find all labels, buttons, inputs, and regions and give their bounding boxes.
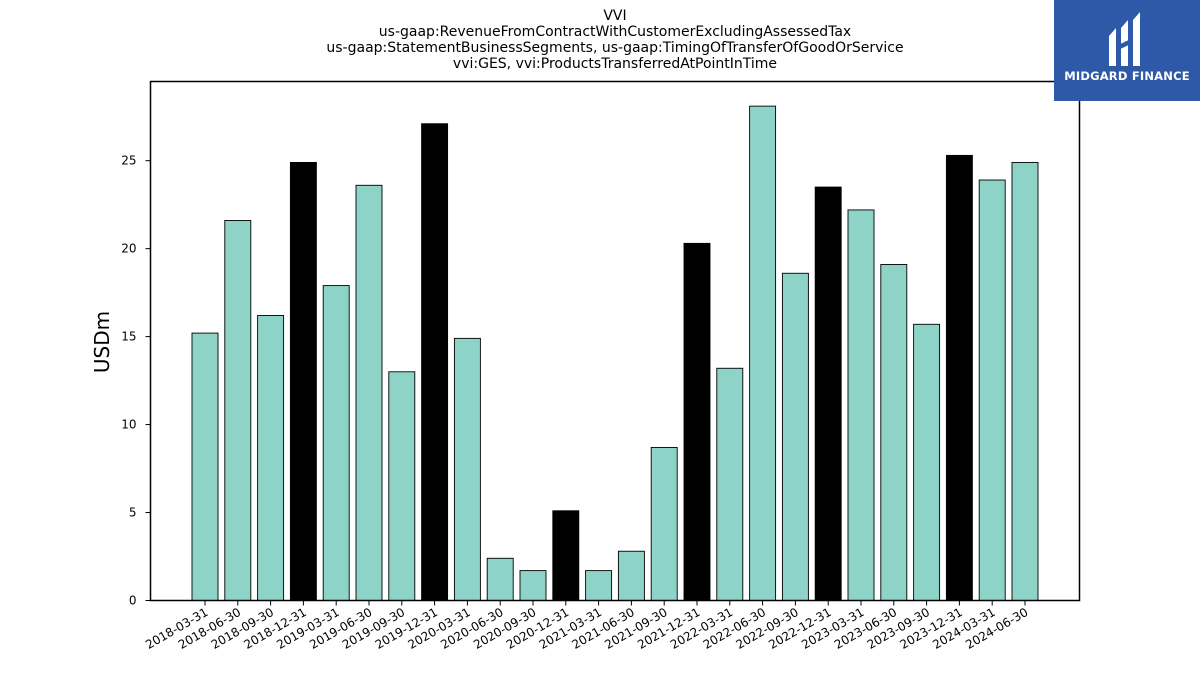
bar-2022-06-30 bbox=[749, 105, 777, 601]
y-axis-ticks: 0 5 10 15 20 25 bbox=[121, 154, 151, 608]
bar-2021-03-31 bbox=[585, 570, 613, 601]
chart-title-line-4: vvi:GES, vvi:ProductsTransferredAtPointI… bbox=[453, 56, 777, 72]
bar-2020-03-31 bbox=[453, 337, 481, 601]
y-tick-label: 0 bbox=[129, 594, 137, 608]
bar-2019-03-31 bbox=[322, 285, 350, 601]
chart-title-line-1: VVI bbox=[603, 8, 626, 24]
bar-2023-06-30 bbox=[880, 264, 908, 601]
x-axis-ticks: 2018-03-312018-06-302018-09-302018-12-31… bbox=[143, 600, 1031, 652]
bar-2021-06-30 bbox=[617, 550, 645, 601]
midgard-finance-logo: MIDGARD FINANCE bbox=[1054, 0, 1200, 101]
midgard-m-logo-icon bbox=[1109, 12, 1140, 66]
bar-2023-09-30 bbox=[913, 323, 941, 601]
bar-2022-09-30 bbox=[781, 272, 809, 601]
bar-2018-06-30 bbox=[224, 220, 252, 601]
chart-title-line-3: us-gaap:StatementBusinessSegments, us-ga… bbox=[326, 40, 903, 56]
logo-text: MIDGARD FINANCE bbox=[1064, 69, 1190, 83]
bar-2022-03-31 bbox=[716, 367, 744, 601]
bar-2024-06-30 bbox=[1011, 161, 1039, 601]
bars-group bbox=[191, 105, 1039, 601]
bar-2020-12-31 bbox=[552, 510, 580, 601]
y-axis-label: USDm bbox=[90, 311, 114, 373]
bar-2020-09-30 bbox=[519, 570, 547, 601]
bar-2018-12-31 bbox=[289, 161, 317, 601]
y-tick-label: 10 bbox=[121, 418, 136, 432]
bar-2021-09-30 bbox=[650, 446, 678, 601]
bar-2022-12-31 bbox=[814, 186, 842, 601]
bar-2023-03-31 bbox=[847, 209, 875, 601]
bar-2019-09-30 bbox=[388, 371, 416, 601]
y-tick-label: 25 bbox=[121, 154, 136, 168]
bar-2021-12-31 bbox=[683, 242, 711, 601]
bar-2020-06-30 bbox=[486, 557, 514, 601]
chart-title: VVI us-gaap:RevenueFromContractWithCusto… bbox=[326, 8, 903, 72]
bar-2023-12-31 bbox=[945, 154, 973, 601]
bar-2019-06-30 bbox=[355, 184, 383, 601]
y-tick-label: 20 bbox=[121, 242, 136, 256]
bar-2024-03-31 bbox=[978, 179, 1006, 601]
bar-2018-09-30 bbox=[257, 315, 285, 601]
chart-title-line-2: us-gaap:RevenueFromContractWithCustomerE… bbox=[379, 24, 851, 40]
bar-2018-03-31 bbox=[191, 332, 219, 601]
y-tick-label: 15 bbox=[121, 330, 136, 344]
plot-frame bbox=[149, 80, 1081, 602]
bar-2019-12-31 bbox=[421, 123, 449, 601]
y-tick-label: 5 bbox=[129, 506, 137, 520]
